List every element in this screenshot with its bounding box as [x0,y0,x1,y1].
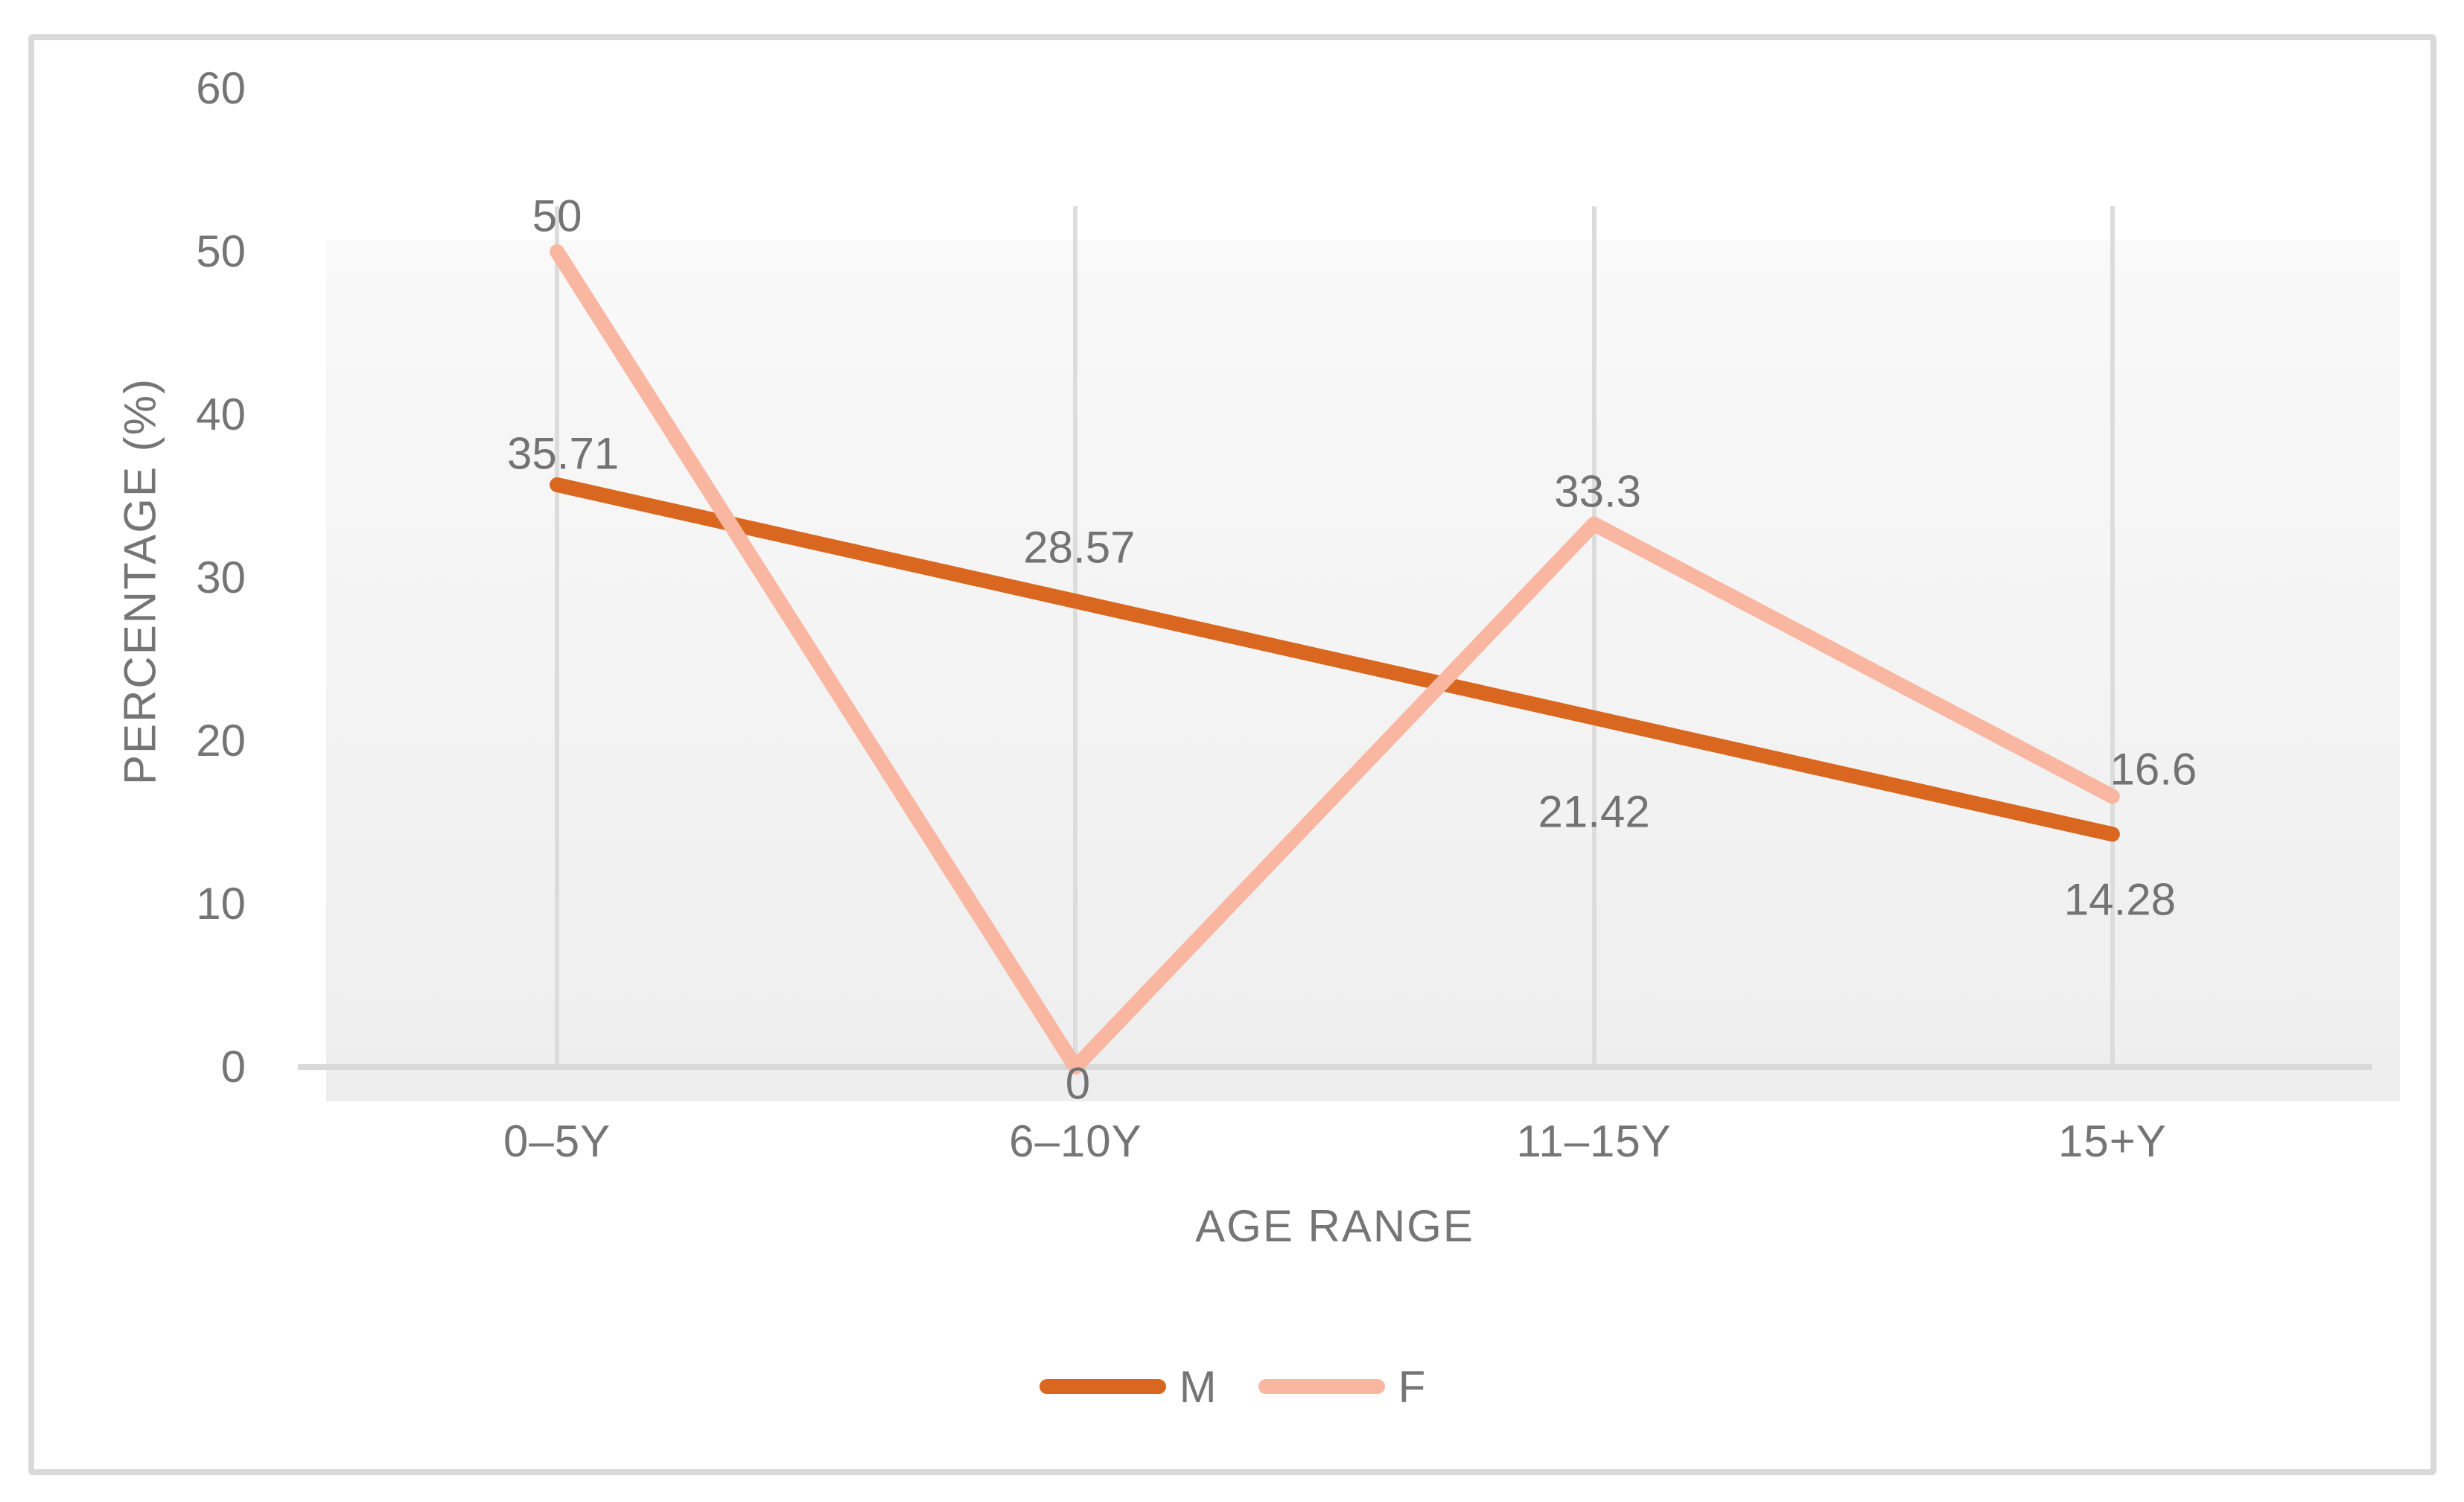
legend-item-m: M [1039,1361,1217,1413]
x-axis-title: AGE RANGE [1195,1201,1474,1251]
y-tick-label: 30 [196,553,246,602]
data-label-f: 0 [1065,1058,1091,1109]
series-line-m [550,477,2120,842]
series-line-f [550,244,2120,1075]
data-label-f: 16.6 [2110,744,2197,795]
series-lines [550,244,2120,1075]
data-label-f: 50 [532,191,582,241]
legend-swatch-m [1039,1379,1166,1394]
y-axis-title: PERCENTAGE (%) [115,378,165,785]
data-label-m: 28.57 [1023,522,1136,573]
data-label-m: 14.28 [2063,874,2176,925]
legend-label: M [1179,1361,1217,1412]
y-tick-label: 60 [196,63,246,113]
x-tick-label: 15+Y [2057,1116,2167,1166]
y-tick-label: 40 [196,389,246,439]
category-gridline [1073,206,1078,1064]
x-tick-label: 11–15Y [1516,1116,1672,1166]
data-label-f: 33.3 [1554,466,1642,517]
plot-area [326,123,2400,1101]
x-axis-line [298,1064,2372,1070]
legend-label: F [1398,1361,1426,1412]
category-gridline [1591,206,1596,1064]
data-label-m: 21.42 [1538,786,1650,837]
x-tick-label: 6–10Y [1009,1116,1142,1166]
y-tick-label: 10 [196,879,246,929]
y-tick-label: 50 [196,226,246,276]
category-gridline [555,206,560,1064]
data-label-m: 35.71 [507,428,620,479]
x-tick-label: 0–5Y [503,1116,611,1166]
category-gridline [2110,206,2115,1064]
y-tick-label: 0 [220,1042,246,1092]
legend-swatch-f [1258,1379,1385,1394]
legend-item-f: F [1258,1361,1426,1413]
y-tick-label: 20 [196,716,246,766]
